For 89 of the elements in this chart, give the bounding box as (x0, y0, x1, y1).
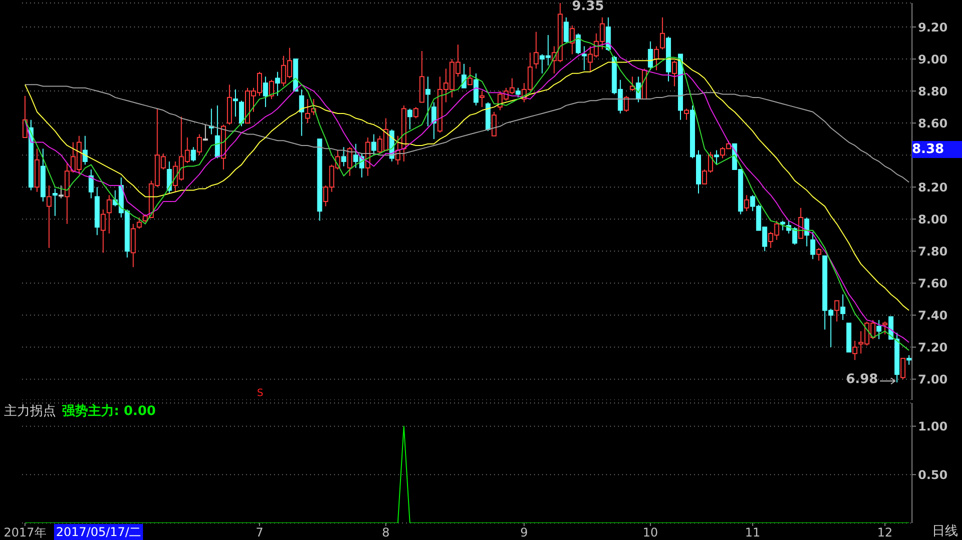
x-tick-label: 12 (877, 526, 893, 540)
candlestick (299, 88, 304, 136)
y-tick-label: 8.60 (918, 116, 948, 130)
annotation: S (257, 388, 264, 399)
candlestick (341, 146, 346, 167)
candlestick (468, 66, 472, 86)
candlestick (564, 16, 569, 44)
candlestick (275, 71, 280, 96)
y-tick-label: 9.00 (918, 52, 948, 66)
candlestick (780, 220, 786, 231)
candlestick (480, 90, 485, 108)
candlestick (744, 194, 750, 212)
candlestick (582, 46, 587, 71)
candlestick (474, 72, 479, 106)
y-tick-label: 7.80 (918, 244, 948, 258)
candlestick (576, 32, 581, 55)
candlestick (46, 184, 52, 248)
candlestick (804, 217, 810, 247)
candlestick (852, 340, 858, 360)
text: 2017/05/17/二 (54, 524, 144, 540)
candlestick (232, 88, 238, 118)
candlestick (166, 160, 172, 194)
candlestick (190, 146, 196, 162)
candlestick (269, 79, 274, 100)
text: 强势主力: 0.00 (62, 402, 156, 420)
candlestick (834, 300, 840, 322)
candlestick (516, 87, 521, 98)
candlestick (347, 146, 352, 176)
y-tick-label: 9.20 (918, 20, 948, 34)
candlestick (660, 16, 665, 50)
candlestick (900, 358, 906, 380)
y-tick-label: 8.20 (918, 180, 948, 194)
y-tick-label: 7.60 (918, 276, 948, 290)
candlestick (202, 124, 208, 142)
candlestick (816, 247, 822, 262)
x-tick-label: 8 (382, 526, 390, 540)
candlestick (648, 40, 653, 71)
candlestick (305, 98, 310, 124)
candlestick (798, 207, 804, 239)
candlestick (810, 231, 816, 260)
candlestick (425, 76, 430, 127)
candlestick (52, 188, 58, 216)
candlestick (100, 209, 106, 254)
candlestick (906, 354, 912, 366)
candlestick (492, 111, 497, 136)
candlestick (624, 95, 629, 112)
candlestick (684, 108, 689, 120)
y-tick-label: 7.00 (918, 372, 948, 386)
x-tick-label: 10 (642, 526, 658, 540)
annotation: 6.98 (846, 372, 878, 387)
x-tick-label: 11 (745, 526, 760, 540)
candlestick (214, 104, 220, 159)
candlestick (534, 31, 539, 70)
annotation: 9.35 (572, 0, 604, 14)
chart-title: 主力拐点 (4, 403, 56, 420)
candlestick (606, 16, 611, 52)
candlestick (196, 134, 202, 156)
candlestick (714, 150, 720, 166)
y-tick-label: 7.40 (918, 308, 948, 322)
candlestick (407, 108, 412, 130)
candlestick (672, 60, 677, 87)
candlestick (82, 135, 88, 166)
y-tick-label: 8.00 (918, 212, 948, 226)
candlestick (840, 294, 846, 320)
candlestick (570, 24, 575, 55)
candlestick (371, 134, 376, 156)
candlestick (136, 217, 142, 230)
x-tick-label: 2017年 (4, 526, 46, 540)
candlestick (58, 184, 64, 199)
y-tick-label: 1.00 (918, 419, 948, 434)
text: 日线 (932, 524, 958, 540)
y-tick-label: 7.20 (918, 340, 948, 354)
candlestick (263, 76, 268, 108)
candlestick (461, 63, 466, 88)
annotation: 8.38 (912, 141, 962, 158)
candlestick (106, 194, 112, 234)
candlestick (882, 321, 888, 335)
candlestick (88, 168, 94, 199)
x-tick-label: 9 (520, 526, 528, 540)
candlestick (413, 106, 418, 119)
y-tick-label: 0.50 (918, 468, 948, 482)
candlestick (630, 76, 635, 92)
candlestick (431, 102, 436, 140)
candlestick (654, 46, 659, 71)
y-tick-label: 8.80 (918, 84, 948, 98)
candlestick (876, 319, 882, 340)
candlestick (238, 100, 244, 127)
line-series (24, 84, 910, 183)
x-tick-label: 7 (256, 526, 264, 540)
